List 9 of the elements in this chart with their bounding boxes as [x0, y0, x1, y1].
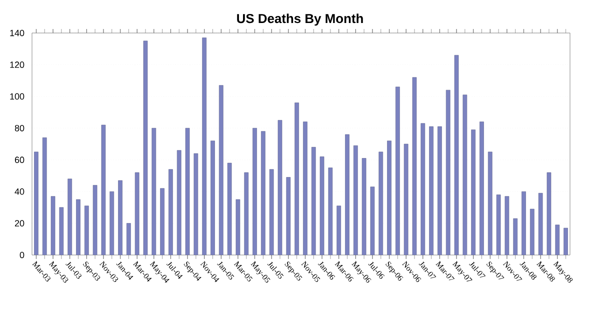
y-tick-label: 40 [14, 188, 24, 195]
y-tick-label: 0 [20, 252, 24, 258]
chart-title: US Deaths By Month [237, 14, 363, 26]
y-tick-label: 100 [10, 93, 24, 100]
y-tick-label: 140 [10, 30, 24, 36]
y-tick-label: 80 [14, 124, 24, 132]
y-tick-label: 60 [14, 156, 24, 164]
y-tick-label: 20 [14, 220, 24, 226]
y-tick-label: 120 [10, 62, 24, 68]
